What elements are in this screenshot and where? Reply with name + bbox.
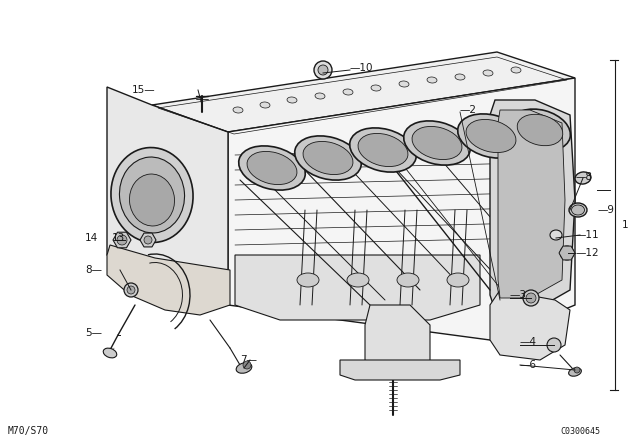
Ellipse shape — [294, 136, 362, 180]
Ellipse shape — [303, 142, 353, 175]
Ellipse shape — [247, 151, 297, 185]
Polygon shape — [559, 246, 575, 260]
Ellipse shape — [517, 114, 563, 146]
Text: 8—: 8— — [85, 265, 102, 275]
Polygon shape — [340, 360, 460, 380]
Text: C0300645: C0300645 — [560, 427, 600, 436]
Text: —10: —10 — [350, 63, 374, 73]
Circle shape — [526, 293, 536, 303]
Polygon shape — [365, 305, 430, 370]
Circle shape — [144, 236, 152, 244]
Text: 13: 13 — [112, 233, 125, 243]
Ellipse shape — [233, 107, 243, 113]
Circle shape — [318, 65, 328, 75]
Ellipse shape — [509, 109, 570, 151]
Circle shape — [243, 361, 251, 369]
Text: —3: —3 — [510, 290, 527, 300]
Circle shape — [560, 246, 574, 260]
Ellipse shape — [397, 273, 419, 287]
Circle shape — [574, 367, 580, 373]
Ellipse shape — [404, 121, 470, 165]
Circle shape — [314, 61, 332, 79]
Polygon shape — [107, 245, 230, 315]
Ellipse shape — [447, 273, 469, 287]
Ellipse shape — [129, 174, 175, 226]
Ellipse shape — [103, 348, 116, 358]
Ellipse shape — [483, 70, 493, 76]
Ellipse shape — [239, 146, 305, 190]
Ellipse shape — [569, 203, 587, 217]
Ellipse shape — [575, 172, 591, 184]
Circle shape — [117, 235, 127, 245]
Ellipse shape — [347, 273, 369, 287]
Text: —9: —9 — [597, 205, 614, 215]
Polygon shape — [113, 232, 131, 248]
Ellipse shape — [111, 147, 193, 242]
Polygon shape — [140, 233, 156, 247]
Polygon shape — [490, 100, 575, 310]
Ellipse shape — [455, 74, 465, 80]
Circle shape — [547, 338, 561, 352]
Text: —4: —4 — [520, 337, 537, 347]
Text: M70/S70: M70/S70 — [8, 426, 49, 436]
Ellipse shape — [550, 230, 562, 240]
Polygon shape — [228, 78, 575, 340]
Text: 7—: 7— — [240, 355, 257, 365]
Ellipse shape — [297, 273, 319, 287]
Ellipse shape — [412, 126, 462, 159]
Ellipse shape — [371, 85, 381, 91]
Ellipse shape — [466, 120, 516, 153]
Text: 15—: 15— — [131, 85, 155, 95]
Ellipse shape — [568, 368, 581, 376]
Ellipse shape — [349, 128, 416, 172]
Ellipse shape — [260, 102, 270, 108]
Ellipse shape — [572, 205, 584, 215]
Ellipse shape — [358, 134, 408, 167]
Text: —6: —6 — [520, 360, 537, 370]
Polygon shape — [498, 110, 565, 298]
Polygon shape — [152, 52, 575, 132]
Text: —8: —8 — [575, 172, 592, 182]
Ellipse shape — [511, 67, 521, 73]
Ellipse shape — [399, 81, 409, 87]
Polygon shape — [107, 87, 228, 305]
Text: —11: —11 — [575, 230, 598, 240]
Ellipse shape — [120, 157, 184, 233]
Text: 5—: 5— — [85, 328, 102, 338]
Ellipse shape — [343, 89, 353, 95]
Ellipse shape — [236, 363, 252, 373]
Ellipse shape — [315, 93, 325, 99]
Circle shape — [124, 283, 138, 297]
Text: —2: —2 — [460, 105, 477, 115]
Text: 14: 14 — [85, 233, 99, 243]
Ellipse shape — [287, 97, 297, 103]
Text: —12: —12 — [575, 248, 598, 258]
Ellipse shape — [427, 77, 437, 83]
Ellipse shape — [458, 114, 524, 158]
Circle shape — [523, 290, 539, 306]
Circle shape — [127, 286, 135, 294]
Text: 1: 1 — [622, 220, 628, 230]
Polygon shape — [235, 255, 480, 320]
Polygon shape — [490, 290, 570, 360]
